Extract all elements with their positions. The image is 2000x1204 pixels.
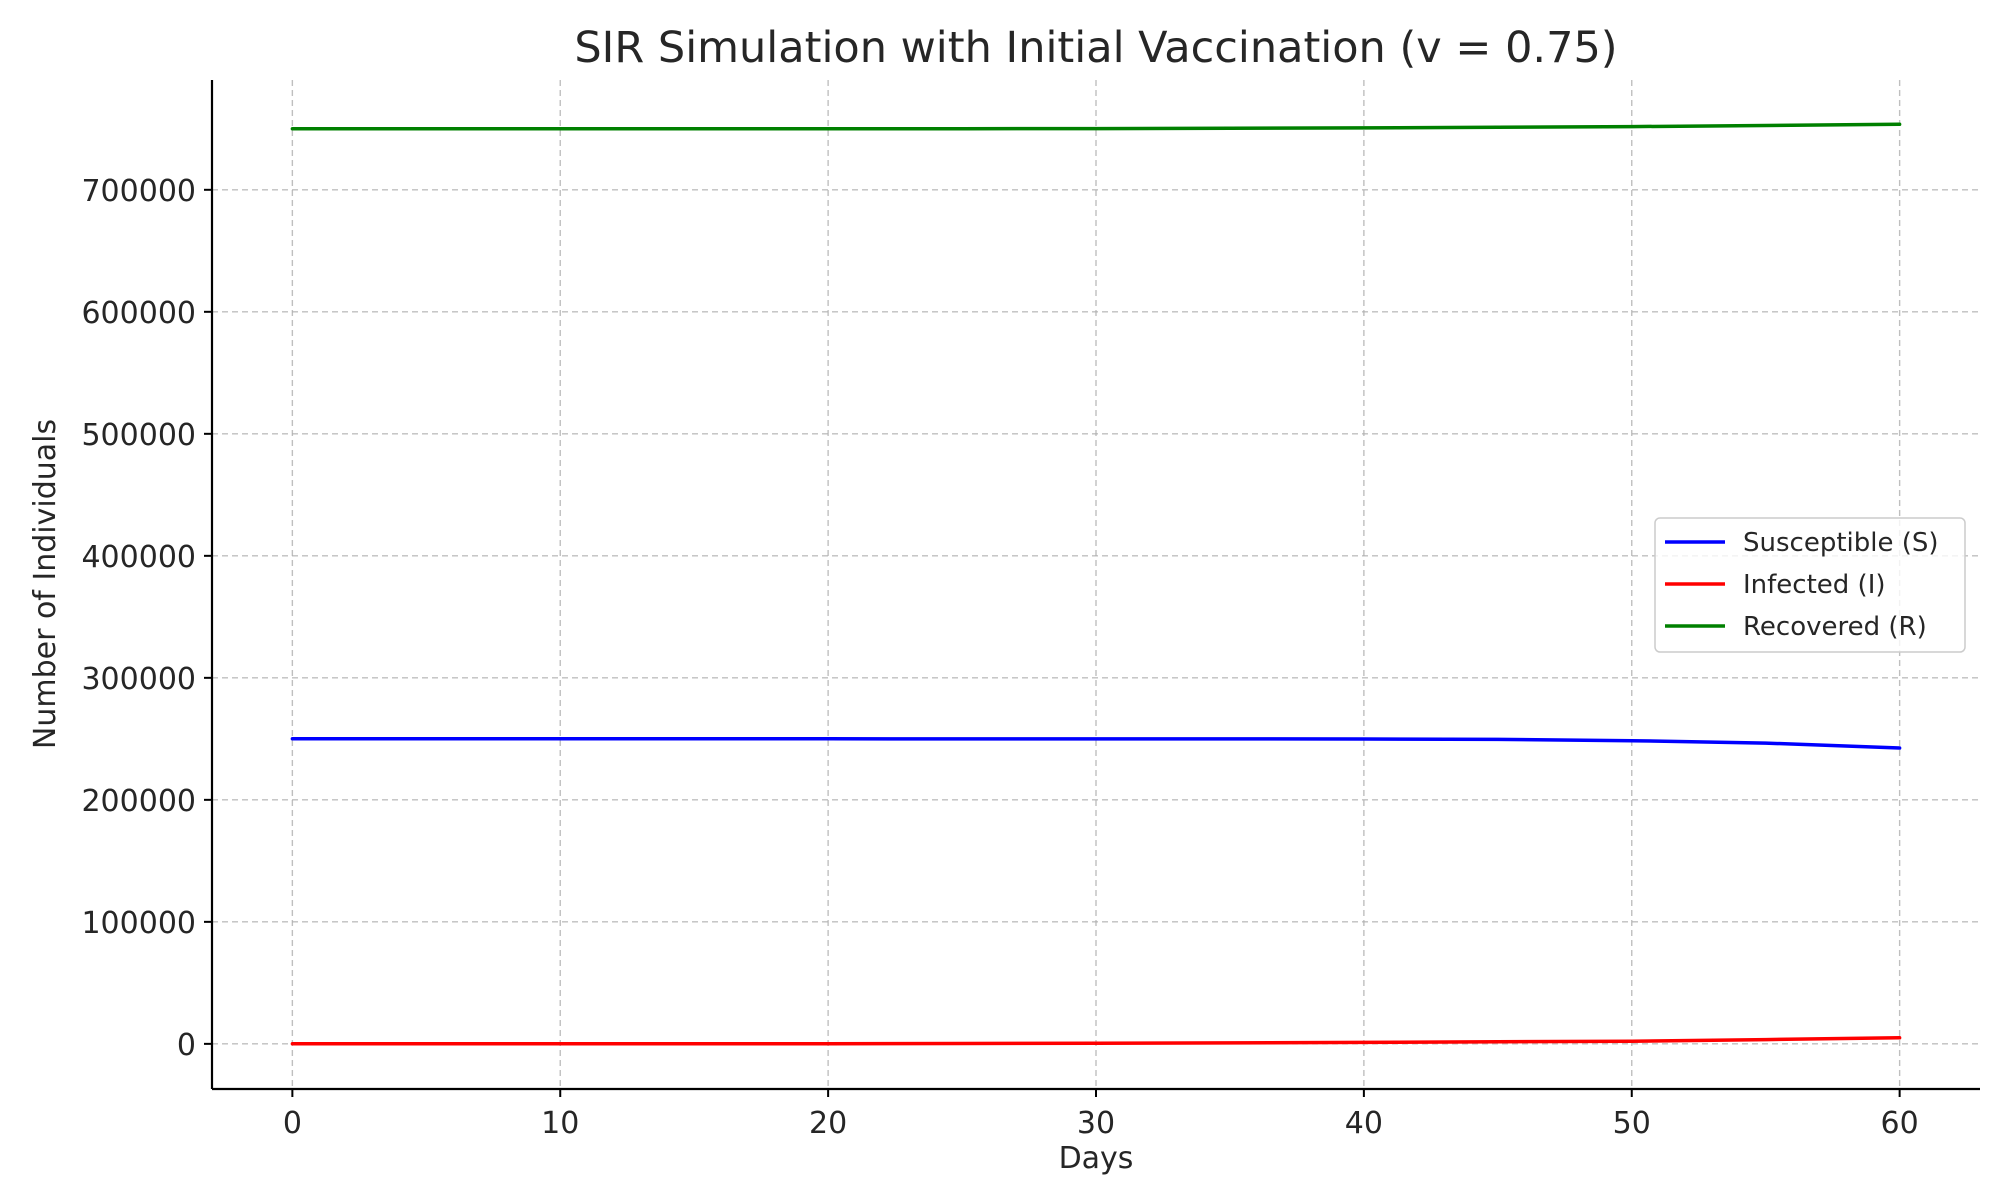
x-tick-label: 60: [1881, 1106, 1919, 1141]
susceptible-line: [290, 737, 1902, 750]
y-tick-label: 600000: [81, 296, 196, 331]
y-tick-label: 400000: [81, 540, 196, 575]
infected-line: [290, 1036, 1902, 1046]
y-tick-label: 200000: [81, 784, 196, 819]
y-tick-label: 700000: [81, 174, 196, 209]
legend-label: Recovered (R): [1743, 612, 1927, 642]
x-axis-label: Days: [1059, 1141, 1134, 1176]
y-tick-label: 500000: [81, 418, 196, 453]
y-tick-label: 100000: [81, 906, 196, 941]
legend-item-recovered: Recovered (R): [1665, 612, 1927, 642]
x-tick-label: 10: [541, 1106, 579, 1141]
chart-legend: Susceptible (S) Infected (I) Recovered (R): [1654, 517, 1966, 653]
legend-item-infected: Infected (I): [1665, 570, 1886, 600]
chart-title: SIR Simulation with Initial Vaccination …: [574, 23, 1617, 73]
legend-item-susceptible: Susceptible (S): [1665, 528, 1939, 558]
legend-box: [1654, 517, 1966, 653]
legend-label: Susceptible (S): [1743, 528, 1939, 558]
x-tick-label: 40: [1345, 1106, 1383, 1141]
ticks-layer: 0 10 20 30 40 50 60 0 100000 200000 300000 400000 50…: [81, 174, 1918, 1141]
legend-label: Infected (I): [1743, 570, 1886, 600]
x-tick-label: 0: [283, 1106, 302, 1141]
x-tick-label: 50: [1613, 1106, 1651, 1141]
series-layer: [290, 122, 1902, 1046]
recovered-line: [290, 122, 1902, 131]
y-tick-label: 300000: [81, 662, 196, 697]
legend-items: Susceptible (S) Infected (I) Recovered (R): [1665, 528, 1939, 642]
x-tick-label: 30: [1077, 1106, 1115, 1141]
y-tick-label: 0: [177, 1028, 196, 1063]
x-tick-label: 20: [809, 1106, 847, 1141]
y-axis-label: Number of Individuals: [28, 419, 63, 749]
